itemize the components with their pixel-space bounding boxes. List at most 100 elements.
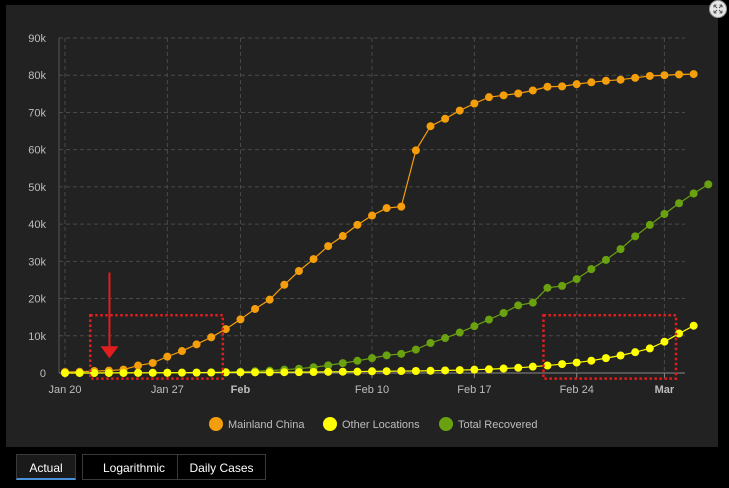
data-point bbox=[397, 202, 406, 211]
legend-item[interactable]: Other Locations bbox=[323, 417, 420, 431]
data-point bbox=[397, 367, 406, 376]
data-point bbox=[587, 356, 596, 365]
data-point bbox=[660, 337, 669, 346]
data-point bbox=[470, 365, 479, 374]
data-point bbox=[587, 265, 596, 274]
data-point bbox=[397, 349, 406, 358]
legend-marker bbox=[209, 417, 223, 431]
data-point bbox=[689, 321, 698, 330]
legend-item[interactable]: Total Recovered bbox=[439, 417, 538, 431]
series-other-locations bbox=[61, 321, 698, 377]
data-point bbox=[368, 367, 377, 376]
data-point bbox=[236, 368, 245, 377]
data-point bbox=[90, 368, 99, 377]
data-point bbox=[338, 367, 347, 376]
y-tick-label: 30k bbox=[28, 256, 46, 268]
data-point bbox=[207, 333, 216, 342]
x-tick-label: Feb 10 bbox=[355, 384, 389, 396]
data-point bbox=[338, 232, 347, 241]
y-tick-label: 40k bbox=[28, 219, 46, 231]
data-point bbox=[382, 351, 391, 360]
data-point bbox=[177, 368, 186, 377]
tab-logarithmic[interactable]: Logarithmic bbox=[82, 454, 186, 480]
data-point bbox=[455, 328, 464, 337]
data-point bbox=[382, 367, 391, 376]
data-point bbox=[426, 122, 435, 131]
data-point bbox=[251, 368, 260, 377]
series-mainland-china bbox=[61, 70, 698, 376]
data-point bbox=[484, 93, 493, 102]
data-point bbox=[601, 354, 610, 363]
data-point bbox=[61, 368, 69, 377]
data-point bbox=[645, 344, 654, 353]
data-point bbox=[675, 329, 684, 338]
x-tick-label: Feb bbox=[231, 384, 251, 396]
highlight-box bbox=[542, 314, 678, 380]
data-point bbox=[294, 267, 303, 276]
x-tick-label: Feb 17 bbox=[457, 384, 491, 396]
data-point bbox=[631, 73, 640, 82]
data-point bbox=[441, 114, 450, 123]
data-point bbox=[689, 70, 698, 79]
data-point bbox=[148, 358, 157, 367]
y-tick-label: 90k bbox=[28, 33, 46, 45]
tab-daily-cases[interactable]: Daily Cases bbox=[177, 454, 266, 480]
y-tick-label: 0 bbox=[40, 368, 46, 380]
data-point bbox=[207, 368, 216, 377]
x-axis-ticks: Jan 20 Jan 27 Feb Feb 10 Feb 17 Feb 24 Mar bbox=[48, 384, 674, 396]
data-point bbox=[324, 361, 333, 370]
tab-actual[interactable]: Actual bbox=[16, 454, 76, 480]
data-point bbox=[631, 232, 640, 241]
data-point bbox=[251, 304, 260, 313]
data-point bbox=[192, 368, 201, 377]
data-point bbox=[470, 322, 479, 331]
y-tick-label: 10k bbox=[28, 331, 46, 343]
data-point bbox=[177, 347, 186, 356]
legend-label: Other Locations bbox=[342, 419, 420, 431]
data-point bbox=[514, 301, 523, 310]
data-point bbox=[411, 345, 420, 354]
legend-item[interactable]: Mainland China bbox=[209, 417, 305, 431]
data-point bbox=[587, 78, 596, 87]
data-point bbox=[484, 365, 493, 374]
chart-legend: Mainland China Other Locations Total Recov… bbox=[209, 417, 538, 431]
data-point bbox=[309, 255, 318, 264]
y-axis-ticks: 0 10k 20k 30k 40k 50k 60k 70k 80k 90k bbox=[28, 33, 46, 380]
x-tick-label: Jan 20 bbox=[48, 384, 81, 396]
data-point bbox=[645, 220, 654, 229]
data-point bbox=[280, 280, 289, 289]
data-point bbox=[499, 91, 508, 100]
data-point bbox=[163, 368, 172, 377]
data-point bbox=[616, 351, 625, 360]
data-point bbox=[236, 315, 245, 324]
x-tick-label: Feb 24 bbox=[560, 384, 594, 396]
data-point bbox=[704, 180, 713, 189]
data-point bbox=[601, 255, 610, 264]
chart-grid bbox=[58, 37, 685, 378]
arrow-head bbox=[100, 346, 119, 359]
x-tick-label: Jan 27 bbox=[151, 384, 184, 396]
data-point bbox=[294, 368, 303, 377]
legend-label: Mainland China bbox=[228, 419, 305, 431]
data-point bbox=[134, 361, 143, 370]
data-point bbox=[353, 367, 362, 376]
data-point bbox=[148, 368, 157, 377]
data-point bbox=[426, 339, 435, 348]
series-line bbox=[64, 73, 694, 373]
data-point bbox=[119, 368, 128, 377]
data-point bbox=[470, 99, 479, 108]
data-point bbox=[163, 352, 172, 361]
data-point bbox=[411, 146, 420, 155]
data-point bbox=[660, 71, 669, 80]
chart-annotations bbox=[88, 272, 678, 380]
x-tick-label: Mar bbox=[655, 384, 675, 396]
expand-icon[interactable] bbox=[709, 0, 727, 18]
data-point bbox=[192, 340, 201, 349]
highlight-box bbox=[88, 314, 225, 380]
data-point bbox=[645, 71, 654, 80]
data-point bbox=[324, 367, 333, 376]
y-tick-label: 80k bbox=[28, 70, 46, 82]
data-point bbox=[616, 75, 625, 84]
data-point bbox=[572, 275, 581, 284]
